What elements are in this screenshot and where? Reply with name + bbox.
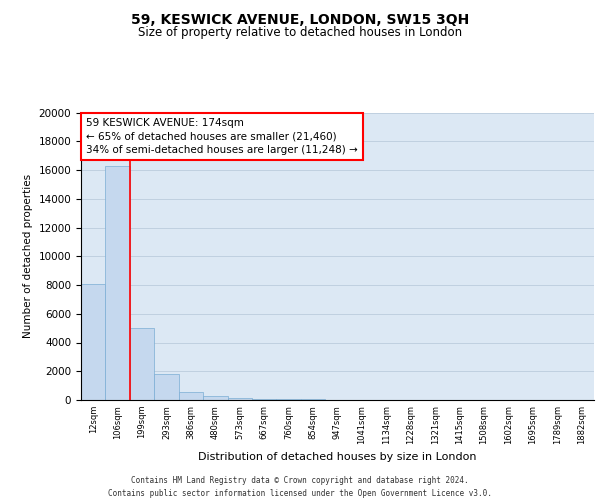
Bar — [106, 166, 130, 400]
Bar — [179, 392, 203, 400]
Bar — [130, 328, 154, 400]
Bar — [203, 396, 227, 400]
Text: 59 KESWICK AVENUE: 174sqm
← 65% of detached houses are smaller (21,460)
34% of s: 59 KESWICK AVENUE: 174sqm ← 65% of detac… — [86, 118, 358, 154]
Bar — [81, 284, 106, 400]
Bar — [154, 374, 179, 400]
Text: 59, KESWICK AVENUE, LONDON, SW15 3QH: 59, KESWICK AVENUE, LONDON, SW15 3QH — [131, 12, 469, 26]
Text: Size of property relative to detached houses in London: Size of property relative to detached ho… — [138, 26, 462, 39]
Bar — [252, 398, 277, 400]
Text: Contains HM Land Registry data © Crown copyright and database right 2024.
Contai: Contains HM Land Registry data © Crown c… — [108, 476, 492, 498]
Y-axis label: Number of detached properties: Number of detached properties — [23, 174, 33, 338]
X-axis label: Distribution of detached houses by size in London: Distribution of detached houses by size … — [198, 452, 477, 462]
Bar — [227, 398, 252, 400]
Bar — [277, 399, 301, 400]
